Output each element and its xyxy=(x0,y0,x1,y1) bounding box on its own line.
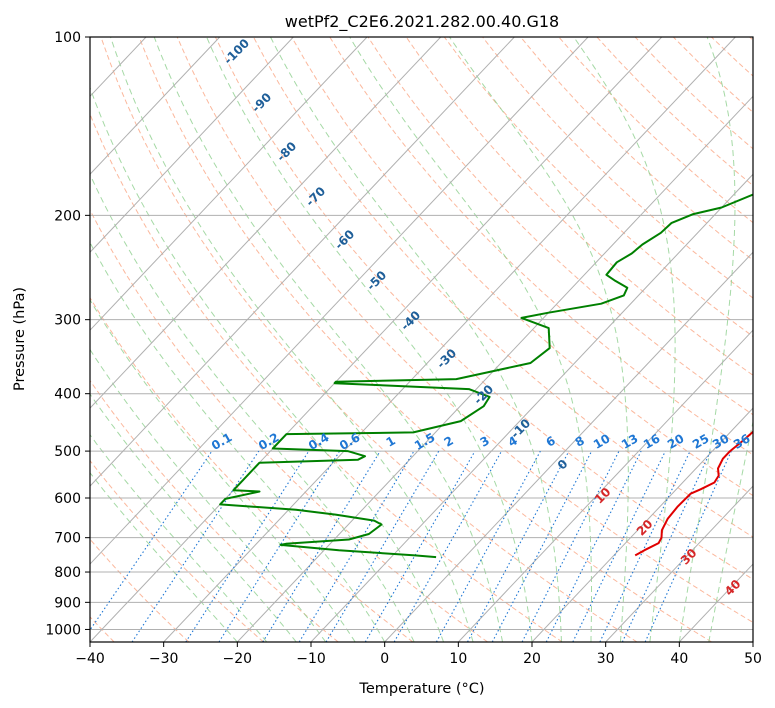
moist-adiabat-line xyxy=(678,37,736,642)
y-tick-label: 300 xyxy=(54,313,81,329)
isotherm-line xyxy=(310,173,753,642)
isotherm-line xyxy=(90,37,221,176)
mixing-ratio-line xyxy=(325,450,440,642)
mixing-ratio-line xyxy=(393,450,503,642)
dewpoint-profile-line xyxy=(219,193,753,559)
moist-adiabat-line xyxy=(90,393,297,642)
y-tick-label: 1000 xyxy=(45,622,81,638)
dry-adiabat-line xyxy=(405,37,753,376)
isotherm-line xyxy=(90,37,442,409)
y-tick-label: 900 xyxy=(54,595,81,611)
x-tick-label: −30 xyxy=(149,651,179,667)
temperature-profile-line xyxy=(634,430,753,557)
x-tick-label: 20 xyxy=(523,651,541,667)
x-tick-label: −20 xyxy=(223,651,253,667)
x-tick-label: 30 xyxy=(597,651,615,667)
dry-adiabat-line xyxy=(367,37,753,416)
dry-adiabat-line xyxy=(138,37,712,642)
moist-adiabat-line xyxy=(573,37,676,642)
moist-adiabat-line xyxy=(349,37,592,642)
dry-adiabat-line xyxy=(90,459,264,642)
isotherm-line xyxy=(163,37,736,642)
isotherm-line xyxy=(90,37,663,642)
dry-adiabat-line xyxy=(90,112,563,642)
dry-adiabat-line xyxy=(214,37,753,580)
mixing-ratio-line xyxy=(644,450,732,642)
mixing-ratio-line xyxy=(218,450,341,642)
isotherm-line xyxy=(531,407,753,642)
mixing-ratio-line xyxy=(467,450,570,642)
mixing-ratio-line xyxy=(364,450,476,642)
x-tick-label: 50 xyxy=(744,651,762,667)
y-tick-label: 600 xyxy=(54,491,81,507)
y-tick-label: 100 xyxy=(54,30,81,46)
x-tick-label: 10 xyxy=(449,651,467,667)
mixing-ratio-line xyxy=(435,450,541,642)
x-tick-label: 0 xyxy=(380,651,389,667)
x-tick-label: 40 xyxy=(670,651,688,667)
y-axis-label: Pressure (hPa) xyxy=(12,287,28,391)
moist-adiabat-line xyxy=(708,419,753,642)
isotherm-line xyxy=(457,329,753,642)
moist-adiabat-line xyxy=(449,37,629,642)
moist-adiabat-line xyxy=(206,37,533,642)
moist-adiabat-line xyxy=(90,86,445,642)
y-tick-label: 200 xyxy=(54,208,81,224)
isotherm-line xyxy=(90,37,368,331)
chart-title: wetPf2_C2E6.2021.282.00.40.G18 xyxy=(285,12,559,32)
x-tick-label: −10 xyxy=(296,651,326,667)
y-tick-label: 800 xyxy=(54,565,81,581)
x-axis-label: Temperature (°C) xyxy=(358,681,484,697)
dry-adiabat-line xyxy=(329,37,753,456)
isotherm-line xyxy=(90,37,515,487)
moist-adiabat-line xyxy=(153,37,503,642)
isotherm-line xyxy=(384,251,753,642)
mixing-ratio-line xyxy=(572,450,666,642)
isotherm-line xyxy=(90,37,294,253)
dry-adiabat-line xyxy=(100,37,638,642)
moist-adiabat-line xyxy=(90,241,386,642)
dry-adiabat-line xyxy=(291,37,753,497)
dry-adiabat-line xyxy=(90,208,488,642)
y-tick-label: 500 xyxy=(54,444,81,460)
mixing-ratio-line xyxy=(90,450,213,631)
moist-adiabat-line xyxy=(90,348,327,642)
moist-adiabat-line xyxy=(90,298,356,642)
moist-adiabat-line xyxy=(90,433,268,642)
isotherm-line xyxy=(90,37,589,565)
dry-adiabat-line xyxy=(482,37,753,299)
mixing-ratio-line xyxy=(185,450,310,642)
moist-adiabat-line xyxy=(270,37,562,642)
y-tick-label: 400 xyxy=(54,387,81,403)
dry-adiabat-line xyxy=(90,538,190,642)
mixing-ratio-line xyxy=(621,450,712,642)
mixing-ratio-line xyxy=(262,450,381,642)
mixing-ratio-line xyxy=(298,450,415,642)
y-tick-label: 700 xyxy=(54,531,81,547)
plot-frame xyxy=(89,36,754,643)
x-tick-label: −40 xyxy=(75,651,105,667)
dry-adiabat-line xyxy=(176,37,753,623)
isotherm-line xyxy=(605,485,753,642)
